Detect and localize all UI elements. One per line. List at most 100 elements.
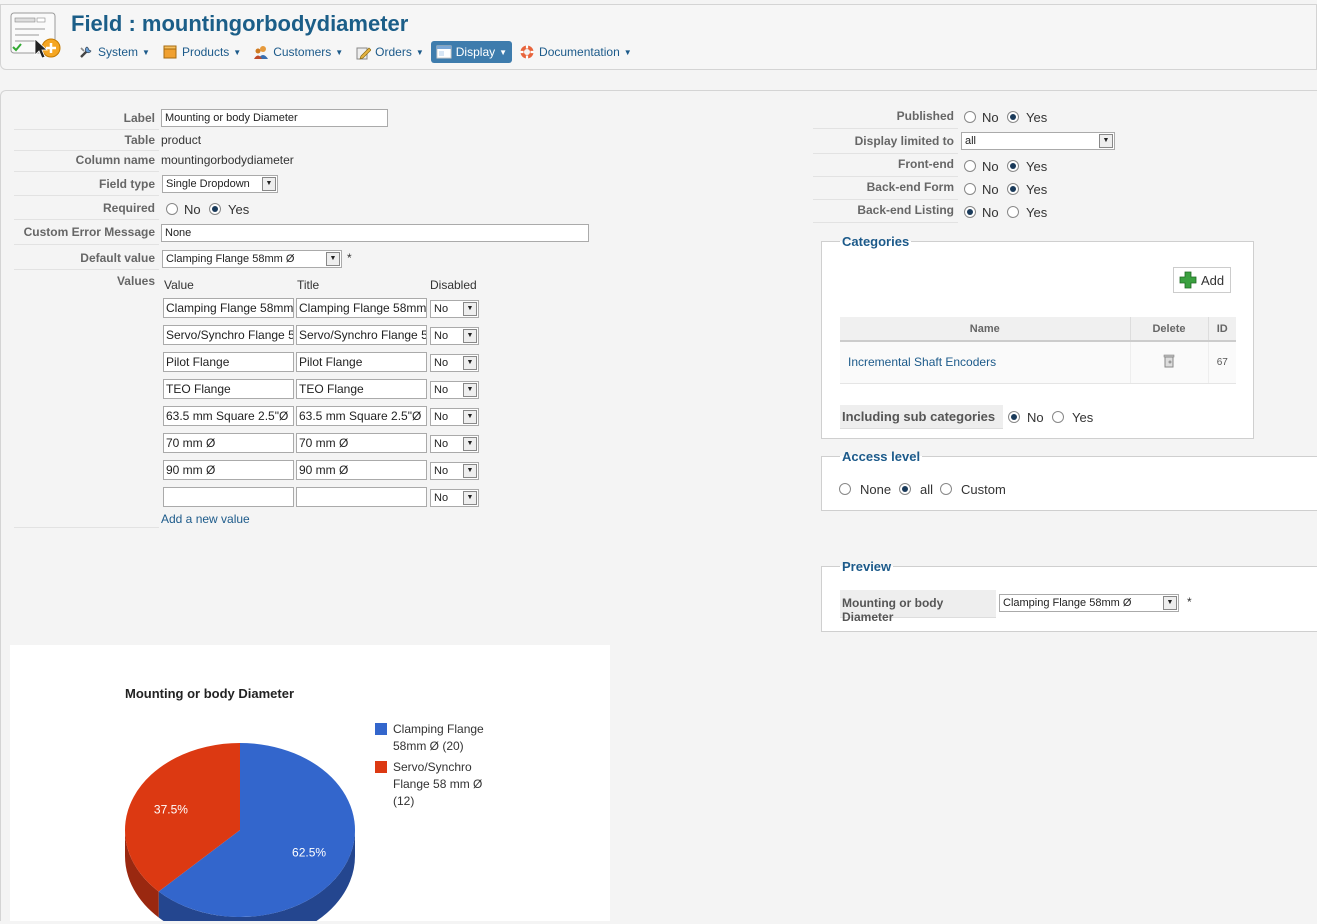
table-label: Table [124,133,155,147]
value-input[interactable] [163,487,294,507]
display-limited-select[interactable]: all ▼ [961,132,1115,150]
title-input[interactable]: 70 mm Ø [296,433,427,453]
menu-system[interactable]: System ▼ [73,41,155,63]
value-input[interactable]: Pilot Flange [163,352,294,372]
front-end-no-radio[interactable] [964,160,976,172]
front-end-yes-radio[interactable] [1007,160,1019,172]
backend-listing-yes-radio[interactable] [1007,206,1019,218]
category-id: 67 [1208,341,1236,384]
values-col-title: Title [297,278,320,292]
title-input[interactable]: Clamping Flange 58mm Ø [296,298,427,318]
header-bar: Field : mountingorbodydiameter System ▼ P… [0,4,1317,70]
title-input[interactable] [296,487,427,507]
title-input[interactable]: Servo/Synchro Flange 58 mm Ø [296,325,427,345]
value-input[interactable]: Clamping Flange 58mm Ø [163,298,294,318]
preview-select[interactable]: Clamping Flange 58mm Ø ▼ [999,594,1179,612]
label-input[interactable]: Mounting or body Diameter [161,109,388,127]
backend-form-label: Back-end Form [866,180,954,194]
required-no-label: No [184,202,201,217]
disabled-value: No [434,357,449,369]
disabled-value: No [434,384,449,396]
label-label: Label [123,111,155,125]
menu-customers[interactable]: Customers ▼ [248,41,348,63]
sub-categories-yes-label: Yes [1072,410,1094,425]
chevron-down-icon: ▼ [233,47,242,57]
chevron-down-icon: ▼ [1163,596,1177,610]
default-value-select[interactable]: Clamping Flange 58mm Ø ▼ [162,250,342,268]
chevron-down-icon: ▼ [326,252,340,266]
title-input[interactable]: TEO Flange [296,379,427,399]
sub-categories-no-label: No [1027,410,1044,425]
backend-listing-no-label: No [982,205,999,220]
add-category-button[interactable]: Add [1173,267,1231,293]
title-input[interactable]: 63.5 mm Square 2.5"Ø [296,406,427,426]
pie-chart: Mounting or body Diameter 62.5% 37.5% Cla… [124,686,484,924]
menu-system-label: System [98,45,139,59]
disabled-select[interactable]: No ▼ [430,435,479,453]
disabled-select[interactable]: No ▼ [430,327,479,345]
menu-documentation[interactable]: Documentation ▼ [514,41,637,63]
disabled-select[interactable]: No ▼ [430,381,479,399]
chevron-down-icon: ▼ [463,491,477,505]
backend-form-yes-radio[interactable] [1007,183,1019,195]
backend-listing-yes-label: Yes [1026,205,1048,220]
values-row: Values [14,270,159,528]
access-level-legend: Access level [842,449,921,464]
disabled-select[interactable]: No ▼ [430,408,479,426]
access-custom-label: Custom [961,482,1006,497]
access-all-radio[interactable] [899,483,911,495]
value-input[interactable]: Servo/Synchro Flange 58 mm Ø [163,325,294,345]
required-yes-radio[interactable] [209,203,221,215]
backend-listing-label: Back-end Listing [857,203,954,217]
backend-form-no-radio[interactable] [964,183,976,195]
custom-error-row: Custom Error Message [14,220,159,245]
title-input[interactable]: Pilot Flange [296,352,427,372]
users-icon [254,46,269,59]
access-custom-radio[interactable] [940,483,952,495]
add-new-value-link[interactable]: Add a new value [161,512,250,526]
disabled-value: No [434,492,449,504]
preview-value: Clamping Flange 58mm Ø [1003,597,1132,609]
add-category-label: Add [1201,272,1225,288]
disabled-select[interactable]: No ▼ [430,462,479,480]
disabled-select[interactable]: No ▼ [430,354,479,372]
legend-entry: Clamping Flange 58mm Ø (20) [393,722,484,753]
published-label: Published [896,109,954,123]
menu-products[interactable]: Products ▼ [157,41,246,63]
preview-legend: Preview [842,559,892,574]
chevron-down-icon: ▼ [335,47,344,57]
disabled-select[interactable]: No ▼ [430,489,479,507]
chevron-down-icon: ▼ [463,329,477,343]
category-name-link[interactable]: Incremental Shaft Encoders [840,341,1131,384]
menu-orders[interactable]: Orders ▼ [350,41,429,63]
disabled-value: No [434,330,449,342]
value-input[interactable]: 63.5 mm Square 2.5"Ø [163,406,294,426]
value-input[interactable]: TEO Flange [163,379,294,399]
disabled-select[interactable]: No ▼ [430,300,479,318]
backend-listing-no-radio[interactable] [964,206,976,218]
published-no-radio[interactable] [964,111,976,123]
menu-display[interactable]: Display ▼ [430,41,513,63]
chevron-down-icon: ▼ [262,177,276,191]
sub-categories-yes-radio[interactable] [1052,411,1064,423]
access-none-radio[interactable] [839,483,851,495]
sub-categories-no-radio[interactable] [1008,411,1020,423]
trash-icon[interactable] [1163,354,1175,368]
chart-title: Mounting or body Diameter [125,686,294,701]
field-type-select[interactable]: Single Dropdown ▼ [162,175,278,193]
required-label: Required [102,201,155,215]
chevron-down-icon: ▼ [463,302,477,316]
title-input[interactable]: 90 mm Ø [296,460,427,480]
value-input[interactable]: 90 mm Ø [163,460,294,480]
categories-table: Name Delete ID Incremental Shaft Encoder… [840,317,1236,384]
table-value: product [161,133,202,147]
pie-slice [124,743,240,892]
required-no-radio[interactable] [166,203,178,215]
backend-form-no-label: No [982,182,999,197]
front-end-label: Front-end [898,157,954,171]
custom-error-input[interactable]: None [161,224,589,242]
published-yes-radio[interactable] [1007,111,1019,123]
custom-error-label: Custom Error Message [23,225,155,239]
value-input[interactable]: 70 mm Ø [163,433,294,453]
label-row: Label [14,107,159,130]
